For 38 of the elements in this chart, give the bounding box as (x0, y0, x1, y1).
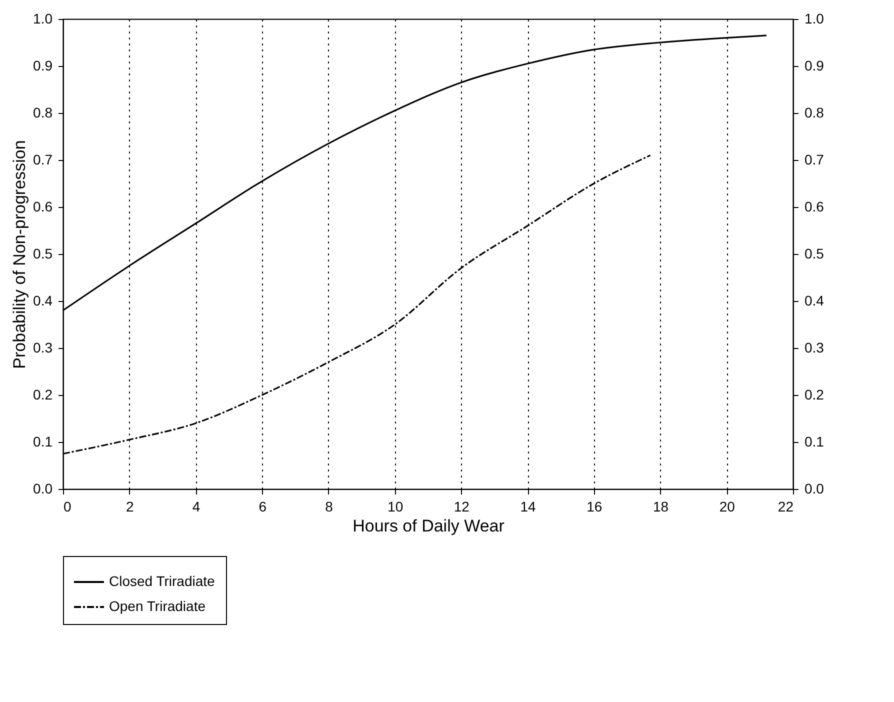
x-tick-label: 12 (454, 498, 470, 514)
y2-tick-label: 1.0 (804, 10, 824, 26)
x-tick-label: 8 (325, 498, 334, 514)
y-tick-label: 1.0 (33, 10, 53, 26)
y-tick-label: 0.6 (33, 198, 53, 214)
x-tick-label: 4 (192, 498, 200, 514)
x-tick-label: 0 (64, 498, 72, 514)
y2-tick-label: 0.5 (804, 246, 824, 262)
y-tick-label: 0.3 (33, 340, 53, 356)
y2-tick-label: 0.4 (804, 292, 824, 308)
x-tick-label: 20 (719, 498, 736, 514)
y-tick-label: 0.1 (33, 434, 53, 450)
x-tick-label: 6 (258, 498, 267, 514)
x-tick-label: 2 (126, 498, 134, 514)
y-tick-label: 0.2 (33, 386, 53, 402)
x-tick-label: 10 (388, 498, 404, 514)
y2-tick-label: 0.1 (804, 434, 824, 450)
legend-label: Open Triradiate (109, 598, 206, 614)
x-tick-label: 22 (778, 498, 794, 514)
y-tick-label: 0.8 (33, 104, 53, 120)
y-tick-label: 0.5 (33, 246, 53, 262)
y2-tick-label: 0.7 (804, 152, 824, 168)
y-tick-label: 0.7 (33, 152, 53, 168)
y2-tick-label: 0.8 (804, 104, 824, 120)
y2-tick-label: 0.2 (804, 386, 824, 402)
legend-label: Closed Triradiate (109, 573, 216, 589)
y2-tick-label: 0.0 (804, 480, 824, 496)
y2-tick-label: 0.3 (804, 340, 824, 356)
y2-tick-label: 0.9 (804, 58, 824, 74)
y-tick-label: 0.9 (33, 58, 53, 74)
x-tick-label: 14 (520, 498, 536, 514)
y-tick-label: 0.0 (33, 480, 53, 496)
y2-tick-label: 0.6 (804, 198, 824, 214)
y-axis-title: Probability of Non-progression (10, 140, 30, 369)
y-tick-label: 0.4 (33, 292, 53, 308)
x-tick-label: 16 (586, 498, 602, 514)
x-axis-title: Hours of Daily Wear (352, 516, 505, 536)
x-tick-label: 18 (652, 498, 669, 514)
